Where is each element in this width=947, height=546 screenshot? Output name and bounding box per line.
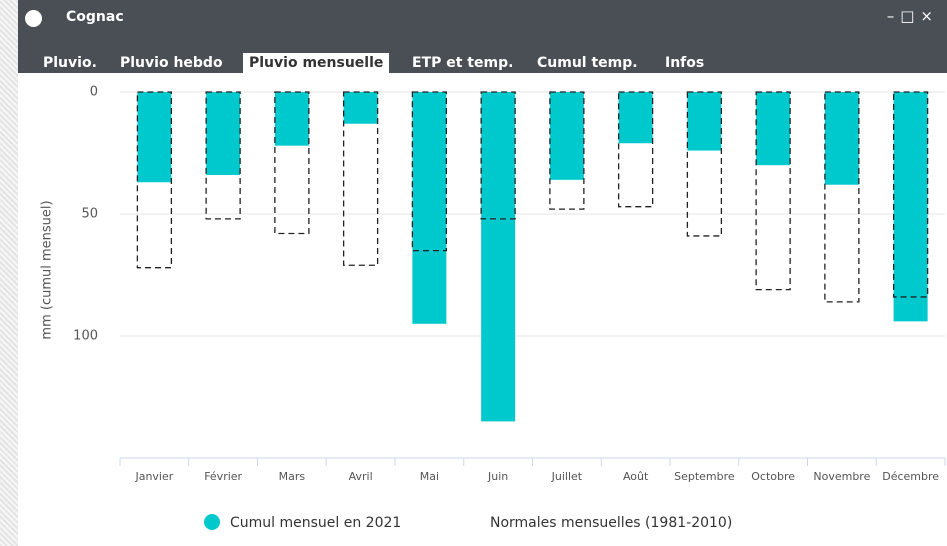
y-axis-label: mm (cumul mensuel) <box>40 200 55 339</box>
normal-bar <box>342 91 379 266</box>
tab[interactable]: Pluvio mensuelle <box>243 53 390 73</box>
normal-bar <box>686 91 723 237</box>
bar <box>137 92 172 183</box>
bar <box>893 92 928 322</box>
tab[interactable]: Pluvio. <box>43 55 97 71</box>
bar <box>687 92 722 151</box>
bar <box>824 92 859 185</box>
x-tick-label: Mars <box>279 470 306 483</box>
legend-marker <box>204 514 220 530</box>
window-title: Cognac <box>66 9 124 25</box>
window-controls[interactable]: –□× <box>886 7 939 25</box>
bar <box>549 92 584 180</box>
normal-bar <box>549 91 585 210</box>
app-icon <box>25 10 42 27</box>
title-bar: Cognac –□× <box>18 0 947 36</box>
tab[interactable]: ETP et temp. <box>412 55 514 71</box>
legend-label: Normales mensuelles (1981-2010) <box>490 515 732 531</box>
normal-bar <box>617 91 654 208</box>
window: Cognac –□× Pluvio. Pluvio hebdo Pluvio men… <box>18 0 947 546</box>
tab[interactable]: Infos <box>665 55 705 71</box>
normal-bar <box>824 91 860 303</box>
normal-bar <box>411 91 448 252</box>
bar <box>343 92 378 124</box>
x-tick-label: Décembre <box>882 470 939 483</box>
bar <box>618 92 653 144</box>
tab[interactable]: Pluvio hebdo <box>120 55 223 71</box>
x-tick-label: Février <box>204 470 242 483</box>
x-tick-label: Août <box>623 470 649 483</box>
bar <box>756 92 791 166</box>
legend-label: Cumul mensuel en 2021 <box>230 515 401 531</box>
tab[interactable]: Cumul temp. <box>537 55 638 71</box>
x-tick-label: Mai <box>420 470 439 483</box>
bar <box>274 92 309 146</box>
x-tick-label: Avril <box>349 470 373 483</box>
bar <box>412 92 447 324</box>
x-tick-label: Juin <box>487 470 508 483</box>
normal-bar <box>755 91 791 291</box>
bar <box>206 92 241 175</box>
x-tick-label: Juillet <box>551 470 583 483</box>
x-tick-label: Novembre <box>813 470 870 483</box>
normal-bar <box>892 91 929 298</box>
x-tick-label: Janvier <box>134 470 173 483</box>
x-tick-label: Septembre <box>674 470 735 483</box>
y-tick-label: 50 <box>81 207 98 222</box>
x-tick-label: Octobre <box>751 470 795 483</box>
bar <box>481 92 516 422</box>
tab-bar: Pluvio. Pluvio hebdo Pluvio mensuelle ETP e… <box>18 36 947 73</box>
normal-bar <box>274 91 310 235</box>
y-tick-label: 0 <box>90 85 98 100</box>
normal-bar <box>136 91 173 269</box>
y-tick-label: 100 <box>73 329 98 344</box>
